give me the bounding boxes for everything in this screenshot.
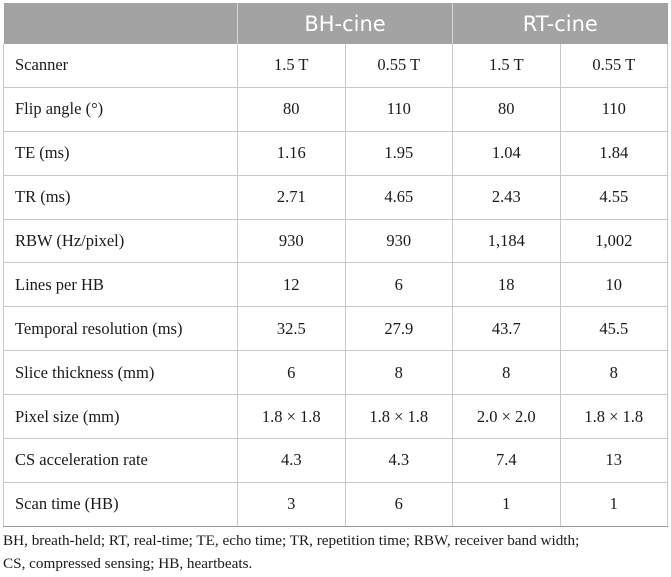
table-cell: 3	[237, 482, 346, 527]
row-label: Slice thickness (mm)	[3, 350, 238, 396]
table-cell: 110	[345, 87, 454, 132]
table-cell: 930	[237, 219, 346, 264]
table-cell: 8	[452, 350, 561, 396]
table-row: Scan time (HB) 3 6 1 1	[3, 482, 669, 527]
table-cell: 43.7	[452, 306, 561, 352]
table-cell: 10	[560, 262, 669, 308]
table-cell: 6	[345, 482, 454, 527]
table-cell: 1,184	[452, 219, 561, 264]
table-cell: 45.5	[560, 306, 669, 352]
table-cell: 0.55 T	[345, 44, 454, 88]
table-cell: 18	[452, 262, 561, 308]
table-cell: 2.0 × 2.0	[452, 394, 561, 440]
table-cell: 1	[452, 482, 561, 527]
row-label: TR (ms)	[3, 175, 238, 220]
footnote-line: BH, breath-held; RT, real-time; TE, echo…	[3, 532, 580, 549]
row-label: Scan time (HB)	[3, 482, 238, 527]
table-row: TR (ms) 2.71 4.65 2.43 4.55	[3, 175, 669, 220]
row-label: TE (ms)	[3, 131, 238, 176]
parameters-table: BH-cine RT-cine Scanner 1.5 T 0.55 T 1.5…	[3, 3, 669, 527]
footnote-line: CS, compressed sensing; HB, heartbeats.	[3, 555, 253, 572]
row-label: Scanner	[3, 44, 238, 88]
table-cell: 1.8 × 1.8	[560, 394, 669, 440]
table-cell: 13	[560, 438, 669, 483]
table-row: RBW (Hz/pixel) 930 930 1,184 1,002	[3, 219, 669, 264]
row-label: CS acceleration rate	[3, 438, 238, 483]
row-label: Temporal resolution (ms)	[3, 306, 238, 352]
table-cell: 2.43	[452, 175, 561, 220]
table-cell: 4.3	[237, 438, 346, 483]
table-row: CS acceleration rate 4.3 4.3 7.4 13	[3, 438, 669, 483]
table-cell: 80	[452, 87, 561, 132]
table-row: Flip angle (°) 80 110 80 110	[3, 87, 669, 132]
table-cell: 8	[345, 350, 454, 396]
parameters-table-container: BH-cine RT-cine Scanner 1.5 T 0.55 T 1.5…	[3, 3, 669, 527]
header-rt-cine: RT-cine	[452, 3, 668, 44]
table-cell: 1.95	[345, 131, 454, 176]
table-cell: 80	[237, 87, 346, 132]
table-row: TE (ms) 1.16 1.95 1.04 1.84	[3, 131, 669, 176]
row-label: Pixel size (mm)	[3, 394, 238, 440]
table-row: Scanner 1.5 T 0.55 T 1.5 T 0.55 T	[3, 44, 669, 88]
table-cell: 1,002	[560, 219, 669, 264]
row-label: RBW (Hz/pixel)	[3, 219, 238, 264]
table-row: Pixel size (mm) 1.8 × 1.8 1.8 × 1.8 2.0 …	[3, 394, 669, 440]
header-row: BH-cine RT-cine	[3, 3, 668, 44]
table-row: Lines per HB 12 6 18 10	[3, 262, 669, 308]
table-cell: 4.55	[560, 175, 669, 220]
table-cell: 7.4	[452, 438, 561, 483]
table-cell: 1.84	[560, 131, 669, 176]
table-cell: 0.55 T	[560, 44, 669, 88]
table-footnote: BH, breath-held; RT, real-time; TE, echo…	[3, 529, 667, 575]
table-cell: 1.04	[452, 131, 561, 176]
table-cell: 8	[560, 350, 669, 396]
header-corner	[3, 3, 238, 44]
row-label: Lines per HB	[3, 262, 238, 308]
table-cell: 27.9	[345, 306, 454, 352]
table-cell: 1.5 T	[452, 44, 561, 88]
table-row: Slice thickness (mm) 6 8 8 8	[3, 350, 669, 396]
table-cell: 32.5	[237, 306, 346, 352]
table-cell: 1.5 T	[237, 44, 346, 88]
table-cell: 1.8 × 1.8	[345, 394, 454, 440]
table-cell: 930	[345, 219, 454, 264]
table-cell: 1	[560, 482, 669, 527]
table-cell: 4.3	[345, 438, 454, 483]
table-cell: 4.65	[345, 175, 454, 220]
table-cell: 1.8 × 1.8	[237, 394, 346, 440]
table-cell: 6	[237, 350, 346, 396]
table-row: Temporal resolution (ms) 32.5 27.9 43.7 …	[3, 306, 669, 352]
table-cell: 110	[560, 87, 669, 132]
table-cell: 1.16	[237, 131, 346, 176]
header-bh-cine: BH-cine	[237, 3, 454, 44]
table-cell: 6	[345, 262, 454, 308]
row-label: Flip angle (°)	[3, 87, 238, 132]
table-cell: 2.71	[237, 175, 346, 220]
table-cell: 12	[237, 262, 346, 308]
